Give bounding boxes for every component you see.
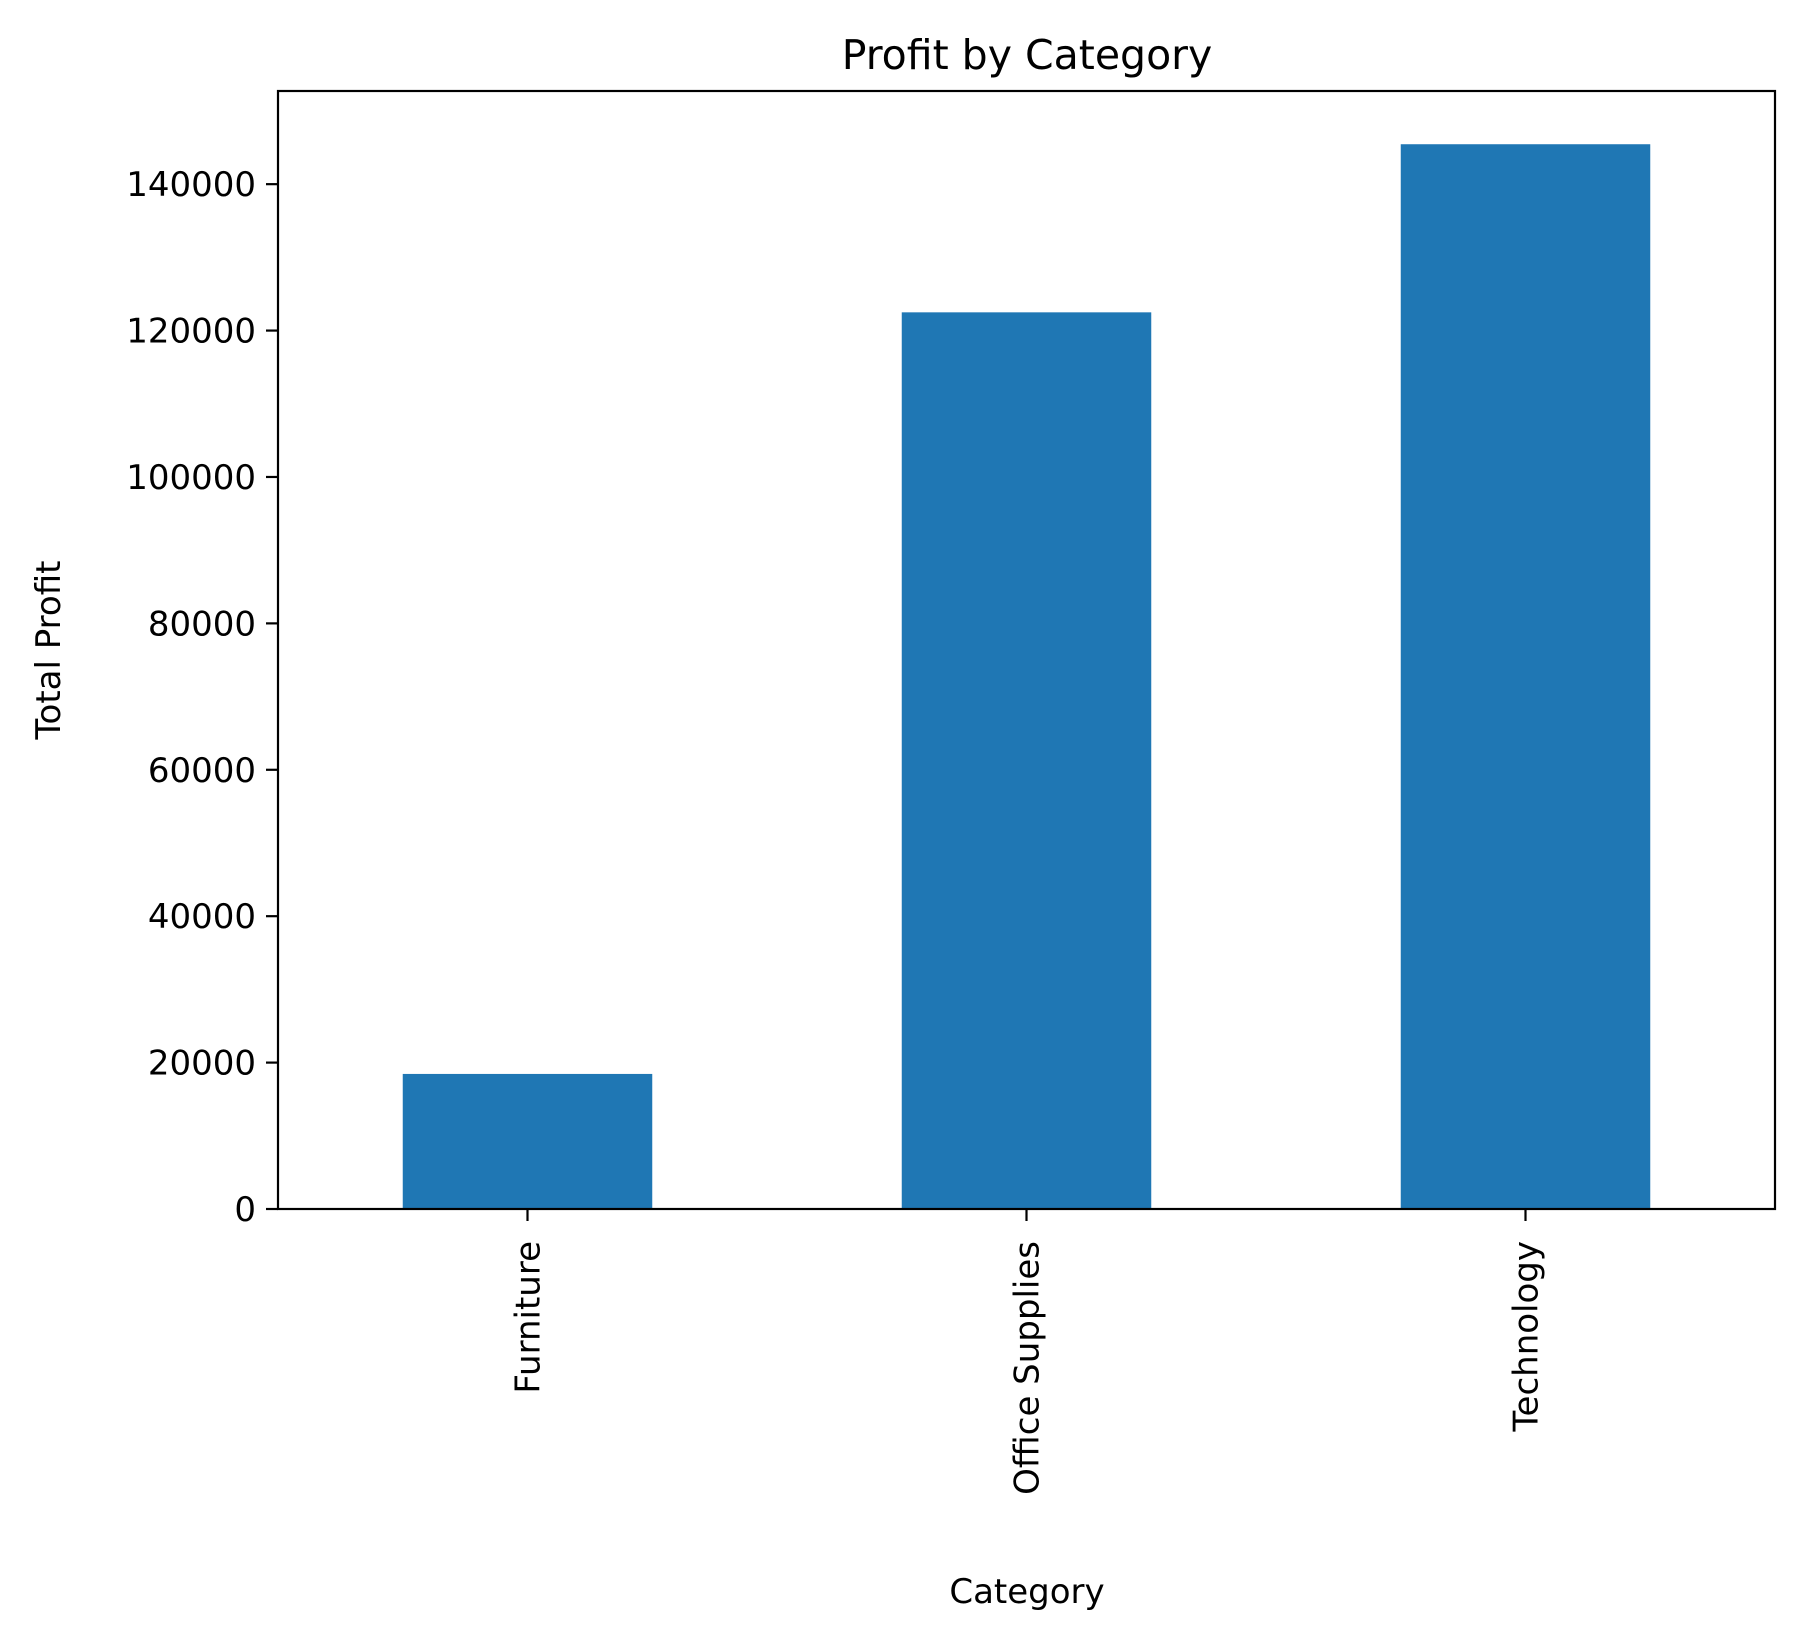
x-tick-label: Furniture [509, 1241, 549, 1394]
x-axis-label: Category [949, 1572, 1104, 1612]
axes-frame [276, 89, 1777, 1211]
y-tick-label: 80000 [148, 604, 256, 644]
plot-area: 0 20000 40000 60000 80000 100000 120000 140000 F… [126, 144, 1651, 1495]
y-tick-label: 60000 [148, 751, 256, 791]
bar [1400, 144, 1651, 1209]
x-tick-label: Office Supplies [1008, 1241, 1048, 1495]
y-tick-label: 120000 [126, 312, 256, 352]
y-tick-label: 100000 [126, 458, 256, 498]
bar [402, 1073, 653, 1209]
y-axis-label: Total Profit [29, 561, 69, 741]
chart-title: Profit by Category [842, 31, 1213, 79]
y-tick-label: 140000 [126, 165, 256, 205]
y-tick-label: 20000 [148, 1044, 256, 1084]
x-tick-label: Technology [1507, 1241, 1547, 1432]
y-tick-label: 0 [234, 1190, 256, 1230]
bar [901, 312, 1152, 1210]
y-tick-label: 40000 [148, 897, 256, 937]
